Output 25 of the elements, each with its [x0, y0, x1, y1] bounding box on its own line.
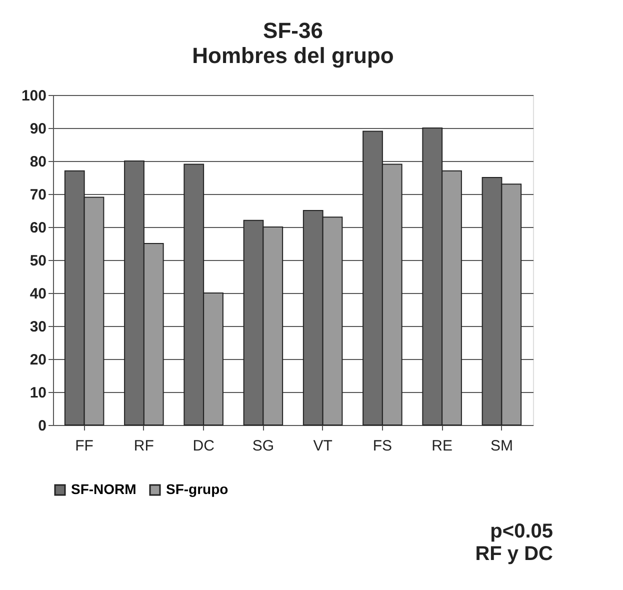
y-tick-label: 20 [30, 352, 46, 368]
chart-title: SF-36 [263, 18, 323, 43]
y-tick-label: 80 [30, 154, 46, 170]
x-tick-label: FS [372, 438, 392, 454]
y-tick-label: 50 [30, 252, 46, 270]
y-tick-label: 60 [30, 220, 46, 236]
y-tick-label: 30 [30, 318, 46, 336]
x-tick-label: SG [252, 438, 274, 454]
x-tick-label: VT [313, 438, 332, 454]
text: RF y DC [475, 542, 553, 565]
x-tick-label: RE [432, 438, 452, 454]
y-tick-label: 40 [30, 286, 46, 302]
x-tick-label: DC [192, 438, 215, 454]
legend-label: SF-grupo [166, 481, 228, 497]
chart-subtitle: Hombres del grupo [192, 43, 394, 68]
text: p<0.05 [490, 520, 553, 542]
x-tick-label: RF [134, 438, 154, 454]
y-tick-label: 70 [30, 186, 46, 204]
x-tick-label: FF [75, 438, 94, 454]
x-tick-label: SM [490, 438, 513, 454]
y-tick-label: 90 [30, 120, 46, 138]
y-tick-label: 10 [30, 384, 46, 402]
y-tick-label: 0 [38, 418, 46, 434]
legend-label: SF-NORM [71, 481, 136, 497]
y-tick-label: 100 [21, 88, 46, 104]
